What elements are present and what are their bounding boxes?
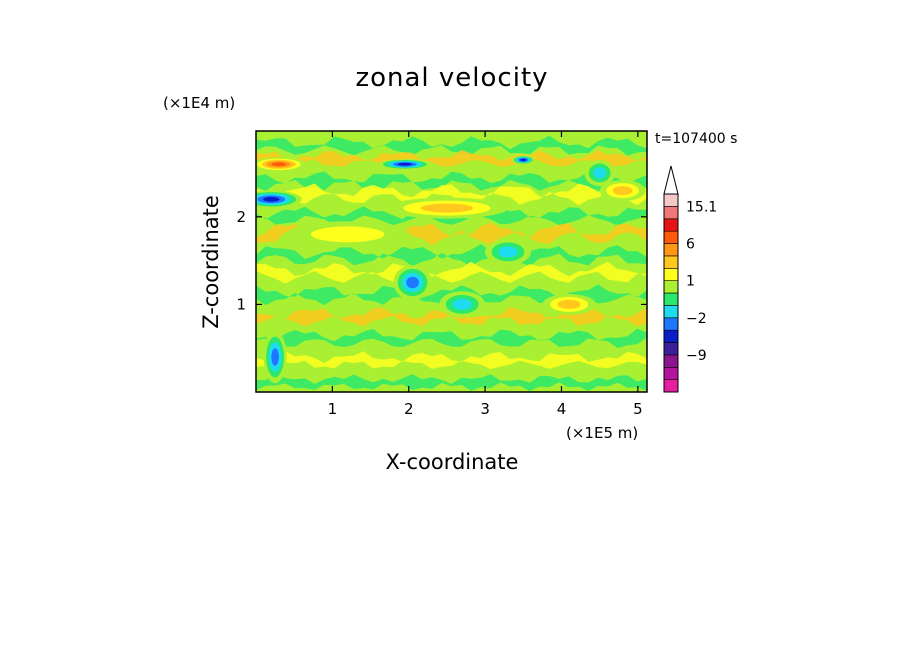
y-unit-label: (×1E4 m) xyxy=(163,94,235,112)
contour-cell xyxy=(557,299,581,309)
contour-cell xyxy=(271,348,279,366)
colorbar-segment xyxy=(663,280,679,294)
x-tick-label: 1 xyxy=(328,400,338,418)
y-axis-ticks: 12 xyxy=(236,208,647,313)
colorbar-segment xyxy=(663,292,679,306)
contour-band xyxy=(256,135,647,156)
contour-cells xyxy=(256,155,646,384)
colorbar-segment xyxy=(663,255,679,269)
contour-cell xyxy=(263,196,280,202)
contour-band xyxy=(256,261,647,284)
contour-cell xyxy=(420,203,474,213)
contour-band xyxy=(256,149,647,168)
colorbar-segment xyxy=(663,354,679,368)
colorbar-segment xyxy=(663,329,679,343)
contour-band xyxy=(256,307,647,327)
colorbar-segment xyxy=(663,218,679,232)
contour-cell xyxy=(498,246,518,258)
time-label: t=107400 s xyxy=(655,131,737,147)
contour-band xyxy=(256,244,647,267)
y-axis-label: Z-coordinate xyxy=(199,195,223,329)
colorbar-tick-label: 15.1 xyxy=(686,199,717,215)
colorbar-tick-label: 1 xyxy=(686,274,695,290)
colorbar: 15.1 6 1 −2 −9 xyxy=(663,165,717,393)
contour-cell xyxy=(310,226,385,243)
x-axis-ticks: 1 2 3 4 5 xyxy=(328,131,643,418)
colorbar-extend-arrow xyxy=(663,165,679,195)
contour-cell xyxy=(397,162,413,166)
colorbar-segment xyxy=(663,317,679,331)
y-tick-label: 1 xyxy=(236,295,246,313)
colorbar-segment xyxy=(663,243,679,257)
colorbar-segment xyxy=(663,342,679,356)
contour-cell xyxy=(520,158,527,162)
x-unit-label: (×1E5 m) xyxy=(566,424,638,442)
colorbar-segment xyxy=(663,379,679,393)
plot-frame xyxy=(255,130,648,393)
colorbar-segment xyxy=(663,267,679,281)
contour-plot-area xyxy=(256,131,647,392)
y-tick-label: 2 xyxy=(236,208,246,226)
x-axis-label: X-coordinate xyxy=(386,450,519,474)
colorbar-tick-label: −9 xyxy=(686,348,707,364)
colorbar-segment xyxy=(663,305,679,319)
x-tick-label: 4 xyxy=(557,400,567,418)
contour-cell xyxy=(271,162,287,167)
colorbar-frame xyxy=(663,193,679,393)
chart-title: zonal velocity xyxy=(355,63,548,93)
contour-band xyxy=(256,373,647,392)
x-tick-label: 5 xyxy=(633,400,643,418)
contour-cell xyxy=(612,186,633,196)
contour-cell xyxy=(452,298,473,310)
contour-band xyxy=(256,328,647,349)
x-tick-label: 3 xyxy=(480,400,490,418)
contour-cell xyxy=(406,276,419,289)
colorbar-tick-label: 6 xyxy=(686,237,695,253)
contour-band xyxy=(256,170,647,191)
contour-band xyxy=(256,183,647,206)
colorbar-segment xyxy=(663,193,679,207)
colorbar-segment xyxy=(663,366,679,380)
colorbar-tick-label: −2 xyxy=(686,311,707,327)
x-tick-label: 2 xyxy=(404,400,414,418)
colorbar-segment xyxy=(663,230,679,244)
contour-band xyxy=(256,351,647,370)
colorbar-segment xyxy=(663,206,679,220)
contour-cell xyxy=(593,167,607,179)
